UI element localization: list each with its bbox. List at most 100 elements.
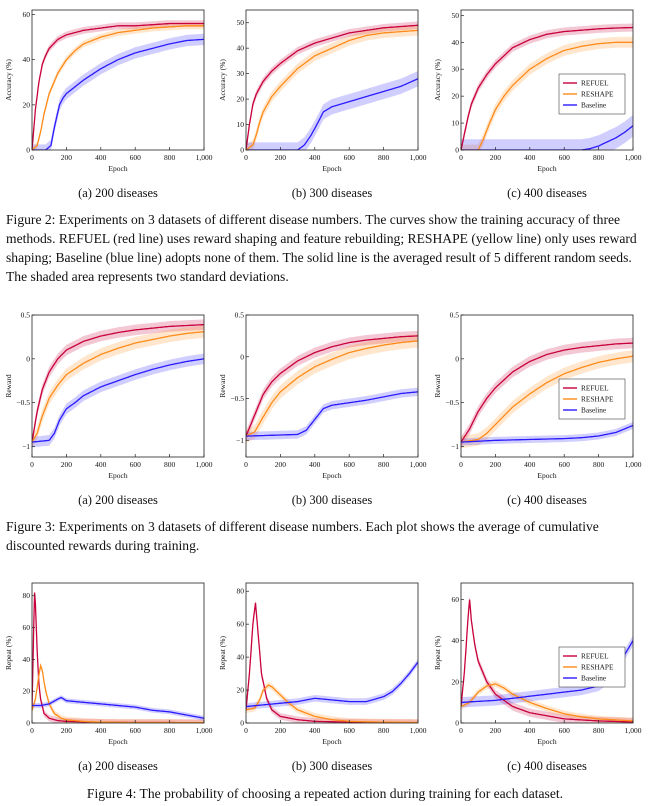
x-axis-label: Epoch <box>537 471 556 480</box>
line-baseline <box>246 391 418 437</box>
x-axis-label: Epoch <box>108 737 127 746</box>
y-tick-label: 0 <box>455 146 459 155</box>
x-tick-label: 800 <box>593 726 605 735</box>
subplot-title: (b) 300 diseases <box>292 493 373 507</box>
legend-label-reshape: RESHAPE <box>581 395 614 404</box>
x-tick-label: 200 <box>61 153 73 162</box>
y-axis-label: Reward <box>218 374 227 398</box>
y-axis-label: Accuracy (%) <box>218 59 227 101</box>
x-tick-label: 400 <box>524 460 536 469</box>
plot-area <box>246 21 418 150</box>
chart-acc400: 0 200 400 600 800 1,000 0 10 20 30 40 50 Epoch Accura… <box>433 9 642 200</box>
plot-frame <box>460 582 634 724</box>
y-tick-label: 80 <box>23 591 31 600</box>
x-tick-label: 200 <box>275 726 287 735</box>
band-refuel <box>461 337 633 448</box>
y-tick-label: 40 <box>237 44 245 53</box>
figure-3-caption: Figure 3: Experiments on 3 datasets of d… <box>6 519 599 553</box>
x-axis-label: Epoch <box>322 471 341 480</box>
y-tick-label: 0 <box>240 146 244 155</box>
y-tick-label: 10 <box>452 119 460 128</box>
x-axis-label: Epoch <box>322 737 341 746</box>
legend: REFUEL RESHAPE Baseline <box>558 378 626 420</box>
x-tick-label: 600 <box>130 726 142 735</box>
y-tick-label: 0 <box>26 146 30 155</box>
x-tick-label: 600 <box>130 153 142 162</box>
band-reshape <box>246 334 418 443</box>
x-tick-label: 1,000 <box>625 726 642 735</box>
subplot-title: (b) 300 diseases <box>292 759 373 773</box>
y-tick-label: 0 <box>455 719 459 728</box>
band-baseline <box>246 71 418 150</box>
x-tick-label: 800 <box>164 726 176 735</box>
chart-acc300: 0 200 400 600 800 1,000 0 10 20 30 40 50 Epoch Accura… <box>218 9 427 200</box>
x-tick-label: 800 <box>164 153 176 162</box>
chart-rew200: 0 200 400 600 800 1,000 −1 −0.5 0 0.5 Epoch Reward (… <box>4 311 213 508</box>
plot-area <box>461 23 633 150</box>
plot-area <box>32 589 204 723</box>
y-tick-label: −0.5 <box>445 398 459 407</box>
x-tick-label: 1,000 <box>410 460 427 469</box>
line-refuel <box>461 599 633 723</box>
band-reshape <box>461 680 633 723</box>
legend-label-baseline: Baseline <box>581 406 606 415</box>
x-tick-label: 200 <box>61 726 73 735</box>
band-reshape <box>32 325 204 449</box>
x-tick-label: 1,000 <box>410 726 427 735</box>
y-axis-label: Accuracy (%) <box>433 59 442 101</box>
x-tick-label: 800 <box>378 460 390 469</box>
x-tick-label: 200 <box>490 460 502 469</box>
line-baseline <box>32 358 204 443</box>
line-reshape <box>461 41 633 150</box>
line-reshape <box>461 355 633 443</box>
x-tick-label: 400 <box>524 726 536 735</box>
x-tick-label: 600 <box>559 726 571 735</box>
legend-label-refuel: REFUEL <box>581 652 609 661</box>
x-tick-label: 0 <box>30 726 34 735</box>
chart-rep300: 0 200 400 600 800 1,000 0 20 40 60 80 Epoch Repeat (… <box>218 582 427 773</box>
y-tick-label: 40 <box>23 55 31 64</box>
y-tick-label: 60 <box>23 623 31 632</box>
x-tick-label: 0 <box>459 153 463 162</box>
x-tick-label: 1,000 <box>196 153 213 162</box>
y-tick-label: 20 <box>23 100 31 109</box>
legend: REFUEL RESHAPE Baseline <box>558 73 626 115</box>
x-tick-label: 600 <box>130 460 142 469</box>
legend-label-baseline: Baseline <box>581 101 606 110</box>
plot-frame <box>31 9 205 151</box>
line-baseline <box>32 38 204 150</box>
y-tick-label: −1 <box>236 436 244 445</box>
y-axis-label: Repeat (%) <box>4 636 13 670</box>
y-tick-label: 0 <box>240 352 244 361</box>
line-refuel <box>461 342 633 443</box>
legend-label-reshape: RESHAPE <box>581 90 614 99</box>
x-tick-label: 1,000 <box>196 726 213 735</box>
y-tick-label: 40 <box>452 636 460 645</box>
x-tick-label: 600 <box>344 726 356 735</box>
y-axis-label: Repeat (%) <box>433 636 442 670</box>
y-tick-label: −0.5 <box>16 398 30 407</box>
y-tick-label: 30 <box>237 69 245 78</box>
band-baseline <box>32 353 204 448</box>
line-baseline <box>32 696 204 719</box>
band-refuel <box>246 21 418 150</box>
plot-frame <box>245 9 419 151</box>
y-tick-label: 80 <box>237 587 245 596</box>
plot-frame <box>245 314 419 458</box>
band-reshape <box>246 25 418 150</box>
y-tick-label: 60 <box>237 620 245 629</box>
x-tick-label: 0 <box>30 153 34 162</box>
x-tick-label: 400 <box>95 153 107 162</box>
y-tick-label: 20 <box>452 677 460 686</box>
line-reshape <box>246 340 418 437</box>
subplot-title: (c) 400 diseases <box>507 759 587 773</box>
figure-2-caption: Figure 2: Experiments on 3 datasets of d… <box>6 212 637 284</box>
subplot-title: (b) 300 diseases <box>292 186 373 200</box>
plot-area <box>32 319 204 449</box>
subplot-title: (a) 200 diseases <box>78 186 158 200</box>
y-tick-label: 20 <box>23 687 31 696</box>
band-baseline <box>246 387 418 441</box>
y-tick-label: 20 <box>237 686 245 695</box>
y-tick-label: 50 <box>452 11 460 20</box>
y-tick-label: 0.5 <box>21 311 31 320</box>
